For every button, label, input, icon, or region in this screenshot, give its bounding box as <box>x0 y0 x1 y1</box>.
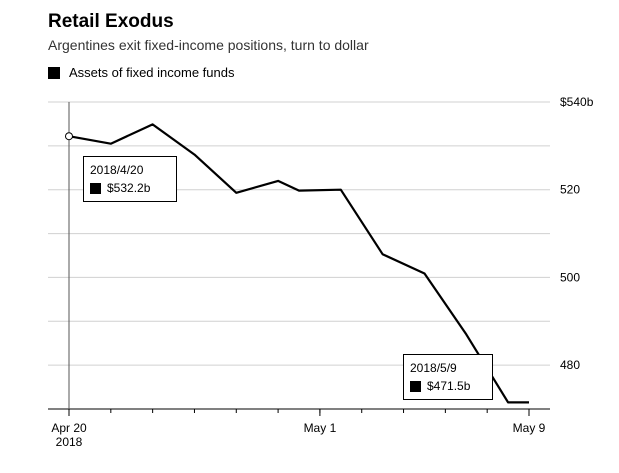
x-tick-label: Apr 20 <box>51 421 87 435</box>
callout-start-date: 2018/4/20 <box>90 163 144 177</box>
callout-start-swatch <box>90 182 101 194</box>
x-tick-sublabel: 2018 <box>56 435 83 449</box>
callout-start: 2018/4/20 $532.2b <box>83 156 177 202</box>
callout-end-swatch <box>410 380 421 392</box>
x-tick-label: May 1 <box>304 421 337 435</box>
x-tick-label: May 9 <box>513 421 546 435</box>
legend-swatch <box>48 66 60 79</box>
y-tick-label: 520 <box>560 183 580 197</box>
y-tick-label: 480 <box>560 358 580 372</box>
callout-end: 2018/5/9 $471.5b <box>403 354 493 400</box>
chart-subtitle: Argentines exit fixed-income positions, … <box>48 37 369 53</box>
y-tick-label: 500 <box>560 270 580 284</box>
legend-label: Assets of fixed income funds <box>69 65 235 80</box>
chart-title: Retail Exodus <box>48 11 174 32</box>
callout-start-value: $532.2b <box>107 181 151 195</box>
callout-end-date: 2018/5/9 <box>410 361 457 375</box>
callout-end-value: $471.5b <box>427 379 471 393</box>
legend: Assets of fixed income funds <box>48 65 234 80</box>
start-point <box>65 132 73 141</box>
series-line <box>68 123 529 404</box>
y-tick-label: $540b <box>560 95 594 109</box>
